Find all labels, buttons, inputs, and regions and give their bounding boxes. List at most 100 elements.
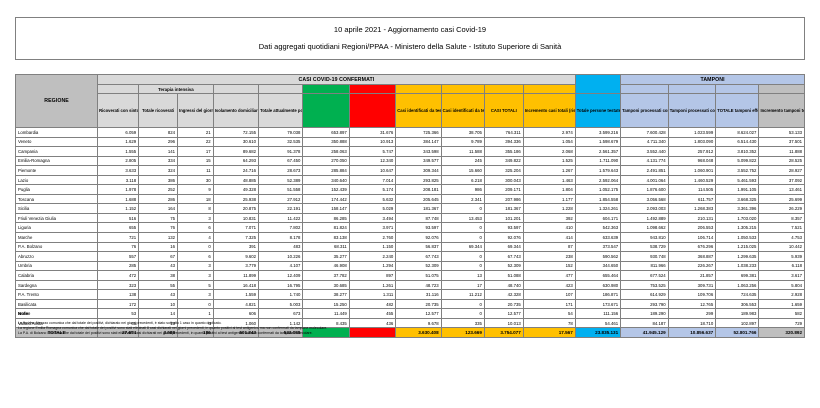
data-cell: 1.052.175 <box>574 184 622 195</box>
data-cell: 0 <box>177 298 214 310</box>
data-cell: 611.757 <box>667 193 717 205</box>
table-body: Lombardia 6.059 824 21 72.155 79.038 653.897 31… <box>14 127 805 329</box>
data-cell: 20.875 <box>212 203 260 214</box>
data-cell: 258.063 <box>302 146 350 157</box>
data-cell: 1.177 <box>522 193 576 205</box>
data-cell: 824 <box>138 127 179 138</box>
data-cell: 31.116 <box>395 289 442 300</box>
data-cell: 43 <box>138 289 179 300</box>
data-cell: 11 <box>177 165 214 176</box>
data-cell: 394.336 <box>483 136 524 148</box>
data-cell: 753.525 <box>620 279 669 291</box>
header-spacer-antigenico <box>440 84 485 94</box>
data-cell: 69.344 <box>440 241 485 253</box>
header-spacer-deceduti <box>348 84 397 94</box>
col-incremento-casi-totali: Incremento casi totali (rispetto al gior… <box>522 93 576 128</box>
header-subgroup-row: Terapia intensiva <box>16 84 805 94</box>
data-cell: 107 <box>522 289 576 300</box>
table-row: Sardegna 323 55 5 16.418 16.795 30.685 1.261 48.… <box>14 279 805 291</box>
data-cell: 344.650 <box>574 260 622 272</box>
data-cell: 208.181 <box>395 184 442 195</box>
data-cell: 7.071 <box>212 222 260 233</box>
data-cell: 721 <box>97 232 140 243</box>
data-cell: 3.494 <box>348 212 397 224</box>
data-cell: 1.063.256 <box>715 279 760 291</box>
data-cell: 3 <box>177 270 214 281</box>
data-cell: 309.731 <box>667 279 717 291</box>
col-totale-attualmente-positivi: Totale attualmente positivi <box>258 93 304 128</box>
data-cell: 1.598.679 <box>574 136 622 148</box>
data-cell: 38 <box>138 270 179 281</box>
data-cell: 1.299.635 <box>715 251 760 262</box>
covid-table-wrapper: REGIONE CASI COVID-19 CONFERMATI TAMPONI… <box>14 74 805 339</box>
data-cell: 4.001.064 <box>620 174 669 186</box>
data-cell: 8 <box>177 203 214 214</box>
data-cell: 285 <box>97 260 140 272</box>
data-cell: 1.228 <box>522 203 576 214</box>
data-cell: 12.409 <box>258 270 304 281</box>
data-cell: 76 <box>97 241 140 253</box>
data-cell: 31.676 <box>348 127 397 138</box>
header-column-row: Ricoverati con sintomi Totale ricoverati… <box>16 93 805 128</box>
data-cell: 286 <box>138 193 179 205</box>
data-cell: 2.974 <box>522 127 576 138</box>
col-tamponi-molecolare: Tamponi processati con test molecolare <box>620 93 669 128</box>
table-row: Emilia-Romagna 2.805 334 15 64.293 67.450 270.… <box>14 155 805 167</box>
data-cell: 67 <box>138 251 179 262</box>
data-cell: 49.328 <box>212 184 260 195</box>
data-cell: 3.810.352 <box>715 146 760 157</box>
data-cell: 1.559 <box>212 289 260 300</box>
data-cell: 245 <box>440 155 485 167</box>
data-cell: 0 <box>440 260 485 272</box>
data-cell: 1.703.020 <box>715 212 760 224</box>
data-cell: 26.229 <box>758 203 805 214</box>
data-cell: 48.885 <box>212 174 260 186</box>
data-cell: 67.743 <box>483 251 524 262</box>
header-spacer-isolamento <box>212 84 260 94</box>
table-row: Umbria 285 43 3 3.779 4.107 46.908 1.294 52.309 0… <box>14 260 805 272</box>
data-cell: 5.029 <box>348 203 397 214</box>
data-cell: 6.059 <box>97 127 140 138</box>
data-cell: 5 <box>177 279 214 291</box>
col-ricoverati-con-sintomi: Ricoverati con sintomi <box>97 93 140 128</box>
data-cell: 1.711.090 <box>574 155 622 167</box>
data-cell: 557 <box>97 251 140 262</box>
region-cell: Veneto <box>14 136 99 148</box>
col-dimessi-guariti: DIMESSI GUARITI <box>302 93 350 128</box>
data-cell: 238 <box>522 251 576 262</box>
data-cell: 7.802 <box>258 222 304 233</box>
data-cell: 3 <box>177 260 214 272</box>
data-cell: 349.822 <box>483 155 524 167</box>
data-cell: 309.344 <box>395 165 442 176</box>
data-cell: 22.191 <box>258 203 304 214</box>
data-cell: 17 <box>440 279 485 291</box>
header-group-row: REGIONE CASI COVID-19 CONFERMATI TAMPONI <box>14 74 805 128</box>
data-cell: 24.716 <box>212 165 260 176</box>
data-cell: 1.876.600 <box>620 184 669 195</box>
data-cell: 323 <box>97 279 140 291</box>
data-cell: 21.857 <box>667 270 717 281</box>
data-cell: 1.555 <box>97 146 140 157</box>
data-cell: 477 <box>522 270 576 281</box>
data-cell: 3.617 <box>758 270 805 281</box>
data-cell: 414 <box>522 232 576 243</box>
data-cell: 897 <box>348 270 397 281</box>
table-row: Veneto 1.629 296 22 30.610 32.535 350.888 10.91… <box>14 136 805 148</box>
note-line-1: La regione Abruzzo comunica che dal tota… <box>18 321 222 325</box>
data-cell: 343.598 <box>395 146 442 157</box>
data-cell: 10.831 <box>212 212 260 224</box>
data-cell: 0 <box>440 251 485 262</box>
data-cell: 15 <box>177 155 214 167</box>
table-row: Valle d'Aosta 65 13 0 1.060 1.142 8.435 436 9.67… <box>14 317 805 329</box>
data-cell: 152.439 <box>302 184 350 195</box>
data-cell: 4.821 <box>212 298 260 310</box>
header-spacer-incremento-casi <box>522 84 576 94</box>
region-cell: Lazio <box>14 174 99 186</box>
data-cell: 15.660 <box>440 165 485 176</box>
data-cell: 20.735 <box>395 298 442 310</box>
data-cell: 3.971 <box>348 222 397 233</box>
data-cell: 7.014 <box>348 174 397 186</box>
data-cell: 1.050.533 <box>715 232 760 243</box>
total-cell: 52.801.766 <box>715 327 760 339</box>
data-cell: 3 <box>177 212 214 224</box>
